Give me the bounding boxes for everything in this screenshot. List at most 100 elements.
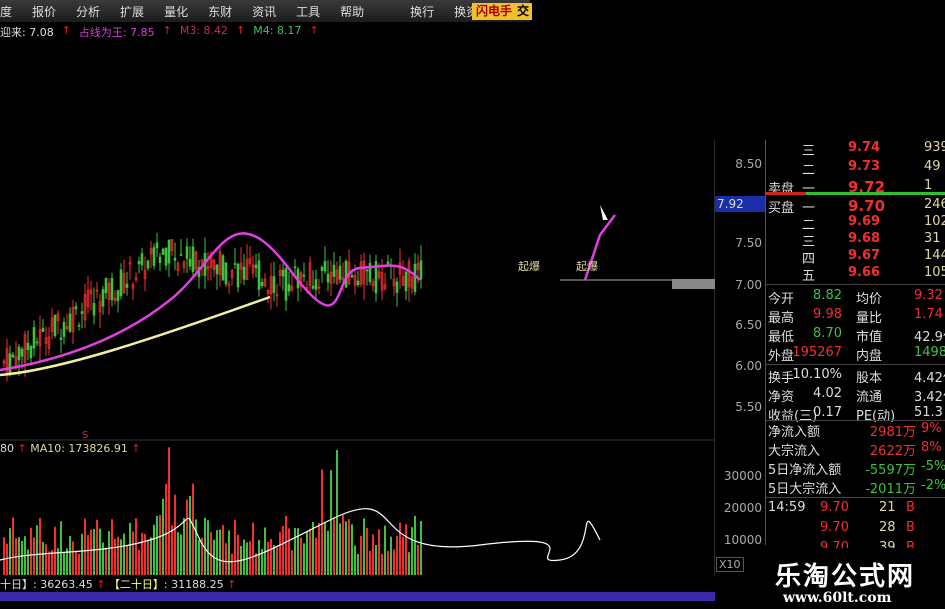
candle xyxy=(338,265,342,280)
menu-item[interactable]: 东财 xyxy=(208,4,233,19)
candle xyxy=(152,247,156,266)
candle xyxy=(341,277,345,281)
stat-value: 42.9亿 xyxy=(914,330,945,345)
volume-bar xyxy=(201,537,203,575)
bid-row: 四 9.67 144 xyxy=(766,248,945,267)
volume-bar xyxy=(402,536,404,575)
candle xyxy=(218,251,222,275)
volume-bar xyxy=(45,544,47,575)
bid-price: 9.66 xyxy=(848,265,881,280)
volume-bar xyxy=(117,536,119,575)
candle xyxy=(419,260,423,280)
volume-bar xyxy=(291,550,293,575)
volume-bar xyxy=(297,528,299,575)
stat-label: 今开 xyxy=(768,292,795,307)
stat-label: 量比 xyxy=(856,311,883,326)
candle xyxy=(56,313,60,322)
candle xyxy=(35,341,39,344)
menu-item[interactable]: 帮助 xyxy=(340,4,365,19)
candle xyxy=(53,314,57,337)
menu-item[interactable]: 换行 xyxy=(410,4,435,19)
volume-bar xyxy=(372,534,374,575)
volume-bar xyxy=(381,553,383,575)
volume-bar xyxy=(225,543,227,575)
candle xyxy=(398,262,402,275)
stat-value: 4.02 xyxy=(813,386,842,401)
stat-value: 1.74 xyxy=(914,307,943,322)
candle xyxy=(251,264,255,274)
volume-bar xyxy=(417,544,419,575)
flow-percent: 9% xyxy=(921,421,942,436)
level: 一 xyxy=(802,201,816,216)
ask-price: 9.74 xyxy=(848,140,881,155)
arrow-up-icon: ↑ xyxy=(162,24,172,37)
price-tick: 7.50 xyxy=(735,236,762,250)
flash-trade-button[interactable]: 闪电手 xyxy=(472,3,517,20)
bid-row: 买盘一 9.70 246 xyxy=(766,197,945,216)
stat-label: 净资 xyxy=(768,390,795,405)
volume-bar xyxy=(111,519,113,575)
stat-label: 市值 xyxy=(856,330,883,345)
volume-bar xyxy=(156,515,158,575)
flow-label: 5日净流入额 xyxy=(768,463,842,478)
candle xyxy=(179,254,183,256)
indicator-legend: 迎来: 7.08 ↑ 占线为王: 7.85 ↑ M3: 8.42 ↑ M4: 8.17 ↑ xyxy=(0,24,319,40)
kline-chart[interactable] xyxy=(0,40,715,576)
volume-bar xyxy=(12,517,14,575)
stat-label: 股本 xyxy=(856,371,883,386)
volume-bar xyxy=(276,547,278,575)
flow-value: -2011万 xyxy=(865,482,916,497)
volume-bar xyxy=(360,535,362,575)
volume-bar xyxy=(375,545,377,575)
menu-item[interactable]: 扩展 xyxy=(120,4,145,19)
menu-item[interactable]: 度 xyxy=(0,4,13,19)
candle xyxy=(29,345,33,359)
candle xyxy=(2,360,6,364)
candle xyxy=(71,307,75,333)
current-price-tag: 7.92 xyxy=(715,196,765,212)
candle xyxy=(86,289,90,308)
ma-line-yellow xyxy=(0,295,271,377)
ask-volume: 1 xyxy=(924,178,933,193)
volume-bar xyxy=(273,545,275,575)
volume-bar xyxy=(270,538,272,575)
volume-bar xyxy=(159,514,161,575)
volume-scale[interactable]: X10 xyxy=(716,557,744,572)
indicator-value: M3: 8.42 xyxy=(179,24,229,37)
volume-bar xyxy=(147,539,149,575)
menu-item[interactable]: 报价 xyxy=(32,4,57,19)
candle xyxy=(365,269,369,272)
volume-bar xyxy=(303,543,305,575)
volume-bar xyxy=(171,525,173,575)
flow-label: 大宗流入 xyxy=(768,444,821,459)
volume-bar xyxy=(99,528,101,575)
candle xyxy=(320,266,324,271)
candle xyxy=(68,313,72,332)
candle xyxy=(116,290,120,301)
trade-button[interactable]: 交易 xyxy=(516,3,532,20)
volume-bar xyxy=(255,553,257,575)
volume-bar xyxy=(228,530,230,575)
candle xyxy=(224,262,228,285)
candle xyxy=(386,261,390,265)
menu-item[interactable]: 工具 xyxy=(296,4,321,19)
menu-item[interactable]: 分析 xyxy=(76,4,101,19)
candle xyxy=(407,261,411,288)
volume-bar xyxy=(150,537,152,575)
volume-bar xyxy=(363,518,365,575)
volume-bar xyxy=(30,527,32,575)
volume-bar xyxy=(306,531,308,575)
bottom-indicator-bar: 十日】: 36263.45 ↑ 【二十日】: 31188.25 ↑ xyxy=(0,578,237,591)
candle xyxy=(236,264,240,288)
stat-label: 换手 xyxy=(768,371,795,386)
candle xyxy=(62,321,66,337)
tick-row: 9.70 28 B xyxy=(766,520,945,539)
volume-bar xyxy=(51,549,53,575)
volume-bar xyxy=(348,519,350,575)
menu-item[interactable]: 资讯 xyxy=(252,4,277,19)
candle xyxy=(254,264,258,269)
ma5-value: 80 xyxy=(0,442,14,455)
stat-value: 51.3 xyxy=(914,405,943,420)
volume-bar xyxy=(252,522,254,575)
menu-item[interactable]: 量化 xyxy=(164,4,189,19)
